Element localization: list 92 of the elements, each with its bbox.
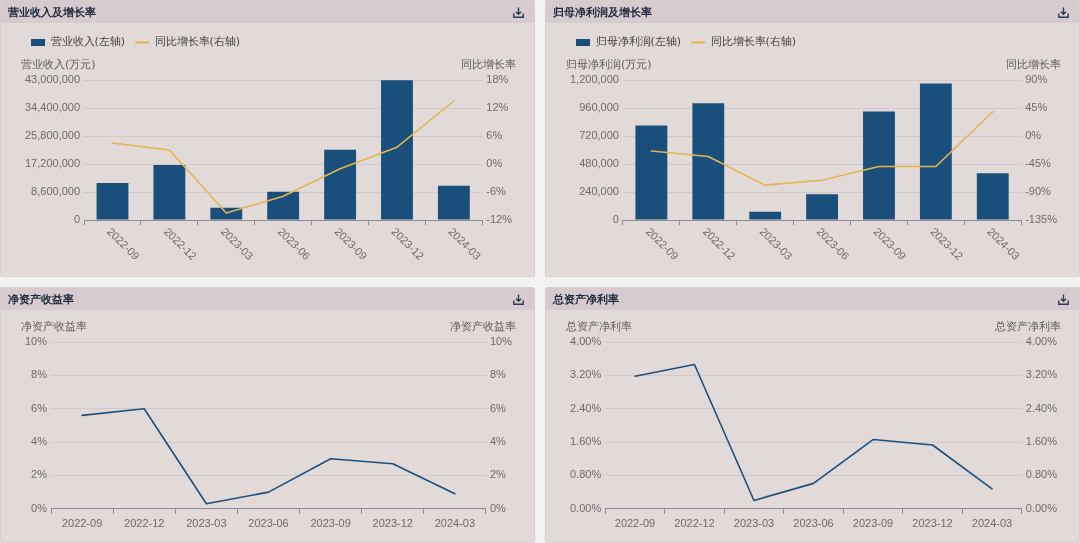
bar <box>976 173 1009 220</box>
bar <box>437 185 470 220</box>
y-tick-label: 0 <box>612 213 619 226</box>
x-tick-label: 2023-03 <box>186 517 227 530</box>
y2-tick-label: -45% <box>1025 157 1052 170</box>
y-tick-label: 17,200,000 <box>24 157 81 170</box>
y-tick-label: 8% <box>31 368 48 381</box>
x-tick-label: 2022-12 <box>674 517 715 530</box>
bar <box>96 182 129 220</box>
y2-axis-title: 同比增长率 <box>461 58 516 71</box>
y-axis-title: 归母净利润(万元) <box>566 58 652 71</box>
y2-tick-label: 2% <box>489 468 507 481</box>
y-tick-label: 8,600,000 <box>31 185 81 198</box>
y-tick-label: 1.60% <box>569 435 602 448</box>
y2-tick-label: 8% <box>489 368 507 381</box>
x-tick-label: 2024-03 <box>971 517 1013 530</box>
y-tick-label: 0.00% <box>569 501 602 514</box>
y2-tick-label: 12% <box>486 101 509 114</box>
y2-axis-title: 净资产收益率 <box>450 320 516 333</box>
x-tick-label: 2022-09 <box>61 517 103 530</box>
y-tick-label: 2% <box>31 468 48 481</box>
y2-tick-label: 6% <box>489 401 507 414</box>
y-tick-label: 1,200,000 <box>570 73 619 86</box>
y2-tick-label: 6% <box>486 129 503 142</box>
bar <box>210 207 243 220</box>
y2-tick-label: 18% <box>486 73 509 86</box>
y2-tick-label: 0.80% <box>1025 468 1058 481</box>
bar <box>267 191 300 220</box>
y-tick-label: 34,400,000 <box>24 101 81 114</box>
bar <box>749 211 782 220</box>
y2-tick-label: 0.00% <box>1025 501 1058 514</box>
y-tick-label: 4.00% <box>569 335 602 348</box>
y-axis-title: 净资产收益率 <box>21 320 87 333</box>
y2-tick-label: 90% <box>1025 73 1048 86</box>
y-tick-label: 4% <box>31 435 48 448</box>
x-tick-label: 2022-12 <box>124 517 165 530</box>
y2-tick-label: 0% <box>486 157 503 170</box>
x-tick-label: 2023-06 <box>248 517 289 530</box>
chart-title: 总资产净利率 <box>553 291 619 307</box>
bar <box>863 111 895 220</box>
chart-title: 营业收入及增长率 <box>8 4 96 20</box>
legend-label: 同比增长率(右轴) <box>710 35 797 49</box>
y2-tick-label: 1.60% <box>1025 435 1058 448</box>
y-tick-label: 960,000 <box>579 101 619 114</box>
y-tick-label: 25,800,000 <box>24 129 81 142</box>
y-tick-label: 720,000 <box>579 129 619 142</box>
y-tick-label: 240,000 <box>579 185 619 198</box>
x-tick-label: 2023-06 <box>793 517 834 530</box>
y2-axis-title: 总资产净利率 <box>994 320 1061 333</box>
bar <box>381 80 413 220</box>
chart-title: 归母净利润及增长率 <box>553 4 652 20</box>
y-tick-label: 43,000,000 <box>24 73 81 86</box>
y-tick-label: 0.80% <box>569 468 602 481</box>
chart-title: 净资产收益率 <box>8 291 74 307</box>
y2-tick-label: -135% <box>1025 213 1058 226</box>
y-tick-label: 6% <box>31 401 48 414</box>
y-tick-label: 480,000 <box>579 157 619 170</box>
bar <box>635 125 668 220</box>
bar <box>324 149 357 220</box>
x-tick-label: 2023-12 <box>372 517 413 530</box>
legend-label: 营业收入(左轴) <box>50 35 126 49</box>
y-tick-label: 10% <box>24 335 48 348</box>
y2-tick-label: -12% <box>486 213 513 226</box>
y2-tick-label: -90% <box>1025 185 1052 198</box>
y2-tick-label: 4.00% <box>1025 335 1058 348</box>
bar <box>919 83 952 220</box>
bar <box>153 164 186 220</box>
y2-tick-label: 4% <box>489 435 507 448</box>
y2-tick-label: 10% <box>489 335 513 348</box>
y-tick-label: 0 <box>73 213 81 226</box>
y2-tick-label: 0% <box>1025 129 1042 142</box>
y2-tick-label: 0% <box>489 501 507 514</box>
bar <box>692 103 725 220</box>
y2-tick-label: -6% <box>486 185 507 198</box>
x-tick-label: 2023-12 <box>912 517 953 530</box>
y-tick-label: 2.40% <box>569 401 602 414</box>
x-tick-label: 2023-09 <box>852 517 894 530</box>
x-tick-label: 2022-09 <box>614 517 656 530</box>
y2-tick-label: 2.40% <box>1025 401 1058 414</box>
y2-tick-label: 3.20% <box>1025 368 1058 381</box>
x-tick-label: 2024-03 <box>434 517 476 530</box>
y-axis-title: 营业收入(万元) <box>21 58 96 71</box>
legend-label: 归母净利润(左轴) <box>595 35 682 49</box>
legend-label: 同比增长率(右轴) <box>154 35 241 49</box>
y-tick-label: 3.20% <box>569 368 602 381</box>
y2-tick-label: 45% <box>1025 101 1048 114</box>
x-tick-label: 2023-09 <box>310 517 351 530</box>
y2-axis-title: 同比增长率 <box>1006 58 1061 71</box>
y-axis-title: 总资产净利率 <box>565 320 632 333</box>
bar <box>806 194 838 220</box>
y-tick-label: 0% <box>31 501 48 514</box>
x-tick-label: 2023-03 <box>733 517 775 530</box>
